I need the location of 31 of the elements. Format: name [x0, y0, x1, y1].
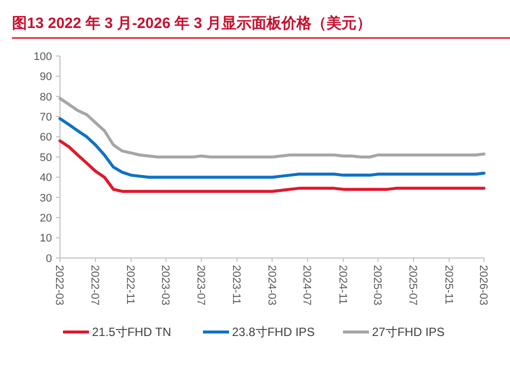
- y-tick-label: 20: [40, 212, 52, 224]
- y-tick-label: 70: [40, 111, 52, 124]
- x-tick-label: 2025-11: [442, 265, 454, 305]
- y-tick-label: 50: [40, 152, 52, 164]
- x-tick-label: 2025-03: [371, 265, 384, 306]
- x-tick-label: 2023-11: [230, 265, 242, 305]
- y-tick-label: 80: [40, 91, 52, 104]
- y-tick-label: 0: [46, 252, 52, 265]
- line-series: [58, 117, 486, 179]
- x-tick-label: 2024-11: [336, 265, 348, 305]
- legend-label: 27寸FHD IPS: [372, 325, 445, 340]
- legend-label: 21.5寸FHD TN: [92, 325, 172, 340]
- x-tick-label: 2024-03: [265, 265, 278, 306]
- x-tick-label: 2025-07: [406, 265, 419, 306]
- y-tick-label: 90: [40, 71, 52, 84]
- y-tick-label: 30: [40, 192, 52, 204]
- x-tick-label: 2022-07: [88, 265, 101, 306]
- line-series: [58, 96, 486, 158]
- x-tick-label: 2026-03: [477, 265, 490, 306]
- chart-title: 图13 2022 年 3 月-2026 年 3 月显示面板价格（美元）: [12, 14, 372, 32]
- line-series: [58, 139, 486, 193]
- x-tick-label: 2024-07: [300, 265, 313, 306]
- x-tick-label: 2023-03: [159, 265, 172, 306]
- x-tick-label: 2022-11: [124, 265, 136, 305]
- y-tick-label: 10: [40, 232, 52, 245]
- y-tick-label: 100: [34, 50, 52, 63]
- legend-label: 23.8寸FHD IPS: [232, 325, 315, 340]
- y-tick-label: 40: [40, 172, 52, 184]
- x-tick-label: 2023-07: [194, 265, 206, 306]
- y-tick-label: 60: [40, 132, 52, 144]
- x-tick-label: 2022-03: [53, 265, 66, 306]
